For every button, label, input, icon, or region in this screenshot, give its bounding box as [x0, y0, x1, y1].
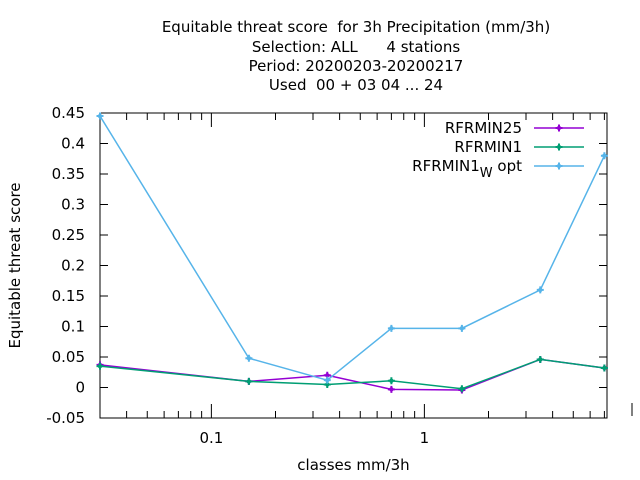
data-point-center	[325, 373, 330, 378]
data-point-center	[538, 287, 543, 293]
series-line	[99, 358, 605, 390]
chart-title-line-4: Used 00 + 03 04 ... 24	[268, 76, 444, 94]
data-point-center	[389, 387, 394, 392]
y-tick-label: 0.1	[61, 318, 85, 336]
data-point-center	[459, 386, 465, 391]
legend-entry-label: RFRMIN1	[454, 138, 522, 156]
y-tick-label: 0.05	[52, 348, 85, 366]
y-tick-label: 0.15	[52, 287, 85, 305]
y-tick-label: 0.4	[61, 135, 85, 153]
y-tick-label: 0.2	[61, 257, 85, 275]
data-point-center	[325, 377, 330, 383]
legend-entry-label: RFRMIN25	[445, 119, 522, 137]
y-tick-label: 0	[75, 379, 85, 397]
plot-frame	[99, 112, 608, 419]
series-line	[99, 115, 606, 382]
data-point-center	[97, 363, 103, 369]
y-tick-label: 0.25	[52, 226, 85, 244]
y-axis-label: Equitable threat score	[6, 182, 24, 348]
data-point-center	[538, 357, 543, 362]
y-tick-label: 0.45	[52, 104, 85, 122]
data-point-center	[389, 326, 394, 331]
chart-title-line-1: Equitable threat score for 3h Precipitat…	[161, 18, 551, 36]
data-point-center	[459, 326, 465, 331]
y-tick-label: -0.05	[46, 409, 85, 427]
data-point-center	[389, 378, 394, 383]
data-point-center	[602, 153, 607, 158]
y-tick-label: 0.35	[52, 165, 85, 183]
y-tick-label: 0.3	[61, 196, 85, 214]
x-tick-label: 1	[420, 429, 430, 447]
data-point-center	[602, 365, 607, 371]
legend-entry-label: RFRMIN1W opt	[412, 157, 522, 181]
legend-entry-marker-center	[556, 125, 562, 131]
chart-title-line-2: Selection: ALL 4 stations	[251, 38, 461, 56]
legend-entry-marker-center	[556, 163, 562, 169]
legend-entry-marker-center	[556, 144, 562, 150]
chart-title-line-3: Period: 20200203-20200217	[248, 57, 464, 75]
data-point-center	[246, 356, 252, 361]
x-tick-label: 0.1	[199, 429, 223, 447]
data-point-center	[246, 379, 252, 384]
x-axis-label: classes mm/3h	[297, 456, 409, 474]
data-point-center	[97, 113, 103, 119]
data-point-center	[325, 382, 330, 387]
